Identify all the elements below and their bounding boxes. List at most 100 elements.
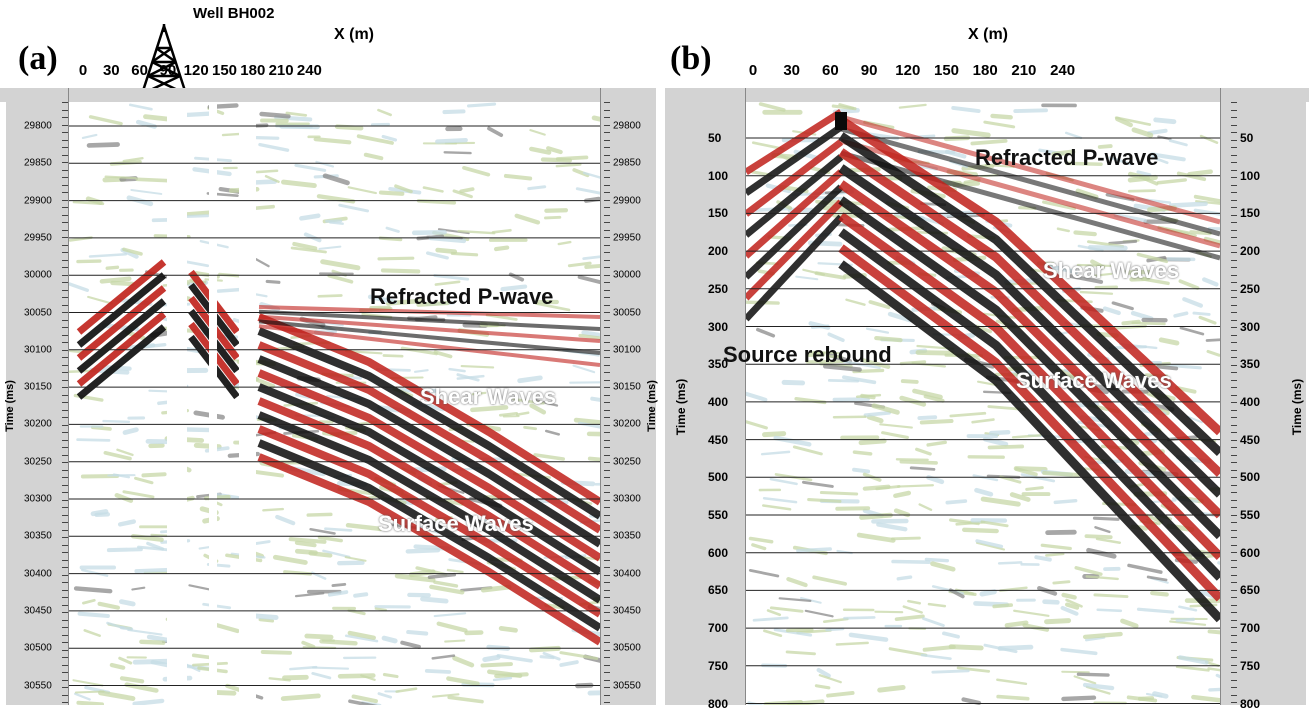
panel-b-y-tick-right: 600 bbox=[1240, 546, 1260, 560]
panel-a-minor-tick bbox=[604, 147, 610, 148]
panel-a-noise-wiggle bbox=[297, 543, 315, 545]
panel-a-minor-tick bbox=[62, 305, 68, 306]
panel-a-noise-wiggle bbox=[136, 478, 152, 482]
panel-a-noise-wiggle bbox=[316, 162, 333, 167]
panel-b-noise-wiggle bbox=[902, 398, 924, 404]
panel-b-noise-wiggle bbox=[933, 671, 968, 672]
panel-b-y-tick-right: 200 bbox=[1240, 244, 1260, 258]
panel-a-y-tick: 29950 bbox=[24, 232, 52, 243]
panel-a-minor-tick bbox=[604, 530, 610, 531]
panel-b-noise-wiggle bbox=[771, 479, 797, 484]
panel-b-noise-wiggle bbox=[1210, 631, 1220, 634]
panel-b-noise-wiggle bbox=[1156, 120, 1174, 122]
panel-b-noise-wiggle bbox=[803, 482, 832, 486]
panel-a-y-tick-right: 30000 bbox=[613, 270, 641, 281]
panel-a-noise-wiggle bbox=[106, 177, 136, 179]
panel-b-noise-wiggle bbox=[1110, 241, 1136, 243]
panel-b-y-tick: 150 bbox=[708, 206, 728, 220]
panel-b-x-tick: 180 bbox=[973, 62, 998, 79]
panel-a-noise-wiggle bbox=[122, 678, 142, 681]
panel-b-y-tick: 400 bbox=[708, 395, 728, 409]
panel-a-minor-tick bbox=[604, 252, 610, 253]
panel-b-noise-wiggle bbox=[1129, 191, 1154, 192]
panel-b-minor-tick bbox=[1231, 620, 1237, 621]
panel-a-noise-wiggle bbox=[76, 588, 110, 591]
panel-a-minor-tick bbox=[604, 522, 610, 523]
panel-b-noise-wiggle bbox=[1042, 545, 1070, 548]
panel-b-minor-tick bbox=[1231, 117, 1237, 118]
panel-a-minor-tick bbox=[62, 567, 68, 568]
panel-b-noise-wiggle bbox=[1200, 317, 1215, 323]
panel-b-noise-wiggle bbox=[1123, 322, 1138, 324]
panel-b-noise-wiggle bbox=[746, 422, 766, 428]
panel-a-noise-wiggle bbox=[91, 117, 122, 124]
panel-b-noise-wiggle bbox=[816, 686, 828, 688]
panel-b-noise-wiggle bbox=[918, 352, 952, 353]
panel-b-seismic-gather bbox=[746, 102, 1220, 705]
panel-a-noise-wiggle bbox=[450, 369, 465, 371]
panel-a-minor-tick bbox=[604, 590, 610, 591]
panel-b-noise-wiggle bbox=[828, 693, 853, 696]
panel-a-noise-wiggle bbox=[80, 614, 108, 616]
panel-b-noise-wiggle bbox=[834, 399, 867, 400]
panel-b-noise-wiggle bbox=[997, 680, 1026, 684]
panel-a-minor-tick bbox=[62, 605, 68, 606]
panel-b-noise-wiggle bbox=[1219, 563, 1220, 567]
panel-b-y-tick: 200 bbox=[708, 244, 728, 258]
panel-a-minor-tick bbox=[604, 650, 610, 651]
panel-a-y-tick-right: 30200 bbox=[613, 419, 641, 430]
panel-b-noise-wiggle bbox=[1155, 694, 1167, 697]
panel-a-noise-wiggle bbox=[301, 216, 318, 219]
panel-a-y-tick: 30050 bbox=[24, 307, 52, 318]
panel-a-minor-tick bbox=[604, 612, 610, 613]
panel-a-noise-wiggle bbox=[427, 671, 449, 672]
panel-b-minor-tick bbox=[1231, 402, 1237, 403]
panel-b-noise-wiggle bbox=[762, 452, 789, 454]
panel-a-minor-tick bbox=[62, 665, 68, 666]
panel-b-x-tick: 120 bbox=[895, 62, 920, 79]
panel-a-noise-wiggle bbox=[448, 570, 462, 572]
panel-a-minor-tick bbox=[62, 117, 68, 118]
panel-b-noise-wiggle bbox=[758, 330, 773, 336]
panel-a-noise-wiggle bbox=[543, 160, 570, 161]
panel-b-y-tick-right: 250 bbox=[1240, 282, 1260, 296]
panel-b-noise-wiggle bbox=[1209, 669, 1220, 673]
panel-a-noise-wiggle bbox=[379, 694, 391, 698]
panel-a-minor-tick bbox=[62, 447, 68, 448]
panel-a-noise-wiggle bbox=[387, 228, 399, 231]
panel-b-noise-wiggle bbox=[1064, 595, 1075, 597]
panel-a-x-tick: 180 bbox=[240, 62, 265, 79]
panel-b-noise-wiggle bbox=[761, 104, 784, 110]
panel-b-noise-wiggle bbox=[982, 592, 994, 594]
panel-b-noise-wiggle bbox=[1149, 131, 1166, 133]
panel-b-shear-label: Shear Waves bbox=[1043, 258, 1179, 284]
panel-b-noise-wiggle bbox=[1085, 634, 1121, 637]
panel-b-noise-wiggle bbox=[859, 535, 893, 540]
panel-a-minor-tick bbox=[604, 552, 610, 553]
panel-b-noise-wiggle bbox=[901, 362, 924, 364]
panel-a-noise-wiggle bbox=[263, 509, 282, 510]
panel-a-noise-wiggle bbox=[574, 366, 595, 373]
panel-b-x-tick: 240 bbox=[1050, 62, 1075, 79]
panel-a-minor-tick bbox=[62, 312, 68, 313]
panel-b-y-tick: 250 bbox=[708, 282, 728, 296]
panel-b-noise-wiggle bbox=[1123, 621, 1137, 626]
panel-a-noise-wiggle bbox=[83, 135, 96, 138]
panel-a-minor-tick bbox=[62, 635, 68, 636]
panel-a-noise-wiggle bbox=[112, 665, 123, 668]
panel-a-minor-tick bbox=[62, 492, 68, 493]
panel-a-noise-wiggle bbox=[125, 430, 136, 433]
panel-a-minor-tick bbox=[604, 702, 610, 703]
panel-a-minor-tick bbox=[62, 170, 68, 171]
panel-a-noise-wiggle bbox=[561, 662, 577, 665]
panel-b-minor-tick bbox=[1231, 522, 1237, 523]
panel-a-minor-tick bbox=[604, 222, 610, 223]
panel-a-y-tick-right: 29900 bbox=[613, 195, 641, 206]
panel-a-noise-wiggle bbox=[340, 676, 373, 677]
panel-a-noise-wiggle bbox=[483, 587, 509, 590]
panel-a-minor-tick bbox=[62, 680, 68, 681]
panel-a-y-tick: 29850 bbox=[24, 158, 52, 169]
panel-a-minor-tick bbox=[604, 372, 610, 373]
panel-b-minor-tick bbox=[1231, 350, 1237, 351]
panel-a-noise-wiggle bbox=[82, 570, 107, 576]
